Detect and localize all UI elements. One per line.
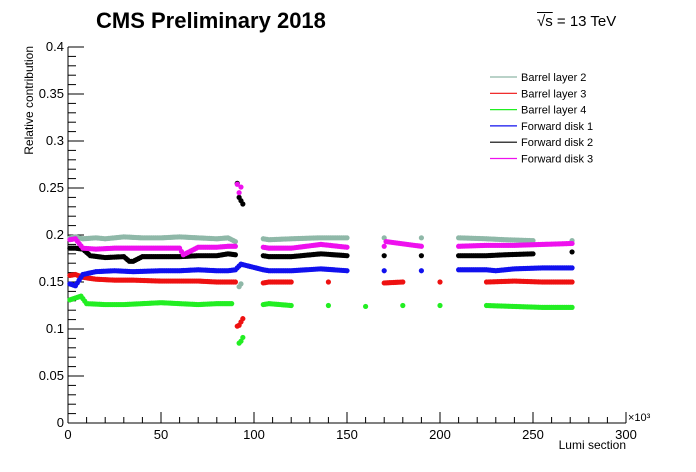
y-tick-label: 0.25 <box>39 180 64 195</box>
data-point <box>418 253 424 259</box>
data-point <box>363 303 369 310</box>
data-point <box>232 252 238 258</box>
data-point <box>530 238 536 244</box>
x-tick-label: 150 <box>336 427 358 442</box>
data-point <box>437 302 443 309</box>
data-point <box>238 184 244 190</box>
data-point <box>229 301 235 307</box>
data-point <box>240 334 246 341</box>
legend-label: Forward disk 2 <box>521 137 593 149</box>
legend-label: Forward disk 1 <box>521 121 593 133</box>
legend-label: Forward disk 3 <box>521 154 593 166</box>
data-point <box>238 281 244 287</box>
x-tick-label: 250 <box>522 427 544 442</box>
y-tick-label: 0.15 <box>39 274 64 289</box>
data-point <box>344 244 350 250</box>
data-point <box>240 201 246 207</box>
data-point <box>234 181 240 187</box>
y-tick-label: 0.35 <box>39 86 64 101</box>
y-tick-label: 0 <box>57 415 64 430</box>
data-point <box>381 268 387 274</box>
sqrt-s-symbol: √s <box>537 13 553 30</box>
data-point <box>530 251 536 257</box>
y-tick-label: 0.05 <box>39 368 64 383</box>
x-tick-label: 300 <box>615 427 637 442</box>
y-tick-label: 0.1 <box>46 321 64 336</box>
data-point <box>418 235 424 241</box>
data-point <box>569 279 575 285</box>
x-axis-label: Lumi section <box>559 438 626 452</box>
x-tick-label: 100 <box>243 427 265 442</box>
y-tick-label: 0.4 <box>46 39 64 54</box>
axes: 0 50 100 150 200 250 300 0 0.05 0.1 0.15 0.2 0.25 0.3… <box>39 39 637 442</box>
energy-value: = 13 TeV <box>552 13 617 30</box>
data-point <box>418 243 424 249</box>
x-axis-multiplier: ×10³ <box>628 412 651 424</box>
data-point <box>381 253 387 259</box>
data-point <box>344 253 350 259</box>
data-point <box>437 279 443 285</box>
data-point <box>240 316 246 322</box>
y-tick-label: 0.3 <box>46 133 64 148</box>
legend-label: Barrel layer 4 <box>521 105 586 117</box>
data-point <box>325 279 331 285</box>
data-point <box>569 265 575 271</box>
data-point <box>232 279 238 285</box>
y-axis-label: Relative contribution <box>22 46 36 155</box>
data-point <box>232 238 238 245</box>
data-point <box>288 279 294 285</box>
x-tick-label: 50 <box>154 427 168 442</box>
y-tick-label: 0.2 <box>46 227 64 242</box>
data-points <box>67 180 575 346</box>
energy-label: √s = 13 TeV <box>537 13 616 30</box>
data-point <box>400 302 406 309</box>
chart-title: CMS Preliminary 2018 <box>96 8 326 33</box>
data-point <box>569 249 575 255</box>
x-tick-label: 0 <box>64 427 71 442</box>
data-point <box>236 190 242 196</box>
legend-label: Barrel layer 2 <box>521 72 586 84</box>
data-point <box>325 302 331 309</box>
data-point <box>232 243 238 249</box>
data-point <box>344 268 350 274</box>
data-point <box>569 304 575 310</box>
data-point <box>400 279 406 285</box>
data-point <box>418 268 424 274</box>
legend-label: Barrel layer 3 <box>521 88 586 100</box>
data-point <box>569 240 575 247</box>
data-point <box>288 302 294 309</box>
data-point <box>344 235 350 241</box>
x-tick-label: 200 <box>429 427 451 442</box>
data-point <box>381 243 387 249</box>
legend: Barrel layer 2 Barrel layer 3 Barrel layer… <box>490 72 593 166</box>
